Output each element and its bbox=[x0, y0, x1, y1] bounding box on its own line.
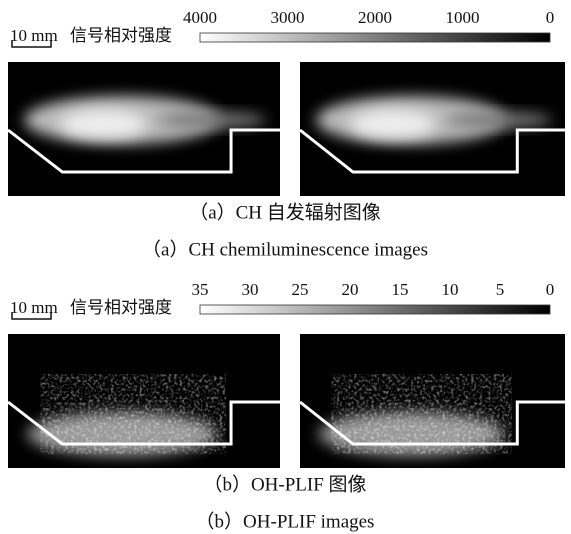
scale-bar bbox=[11, 40, 52, 48]
colorbar-tick-label: 1000 bbox=[446, 8, 480, 27]
caption-en: （b）OH-PLIF images bbox=[196, 510, 375, 532]
colorbar-tick-label: 3000 bbox=[271, 8, 305, 27]
scale-bar-label: 10 mm bbox=[10, 298, 58, 317]
flame-tail bbox=[157, 112, 267, 128]
colorbar-tick-label: 20 bbox=[342, 280, 359, 299]
colorbar-tick-label: 4000 bbox=[183, 8, 217, 27]
combustor-outline bbox=[299, 400, 565, 446]
colorbar bbox=[199, 32, 551, 43]
colorbar-tick-label: 35 bbox=[192, 280, 209, 299]
scale-bar bbox=[11, 312, 52, 320]
caption-en: （a）CH chemiluminescence images bbox=[142, 238, 428, 260]
flame-core bbox=[59, 110, 147, 138]
flame-image bbox=[7, 62, 280, 196]
combustor-outline bbox=[299, 128, 565, 174]
flame-image bbox=[299, 334, 565, 468]
colorbar-tick-label: 0 bbox=[546, 8, 555, 27]
colorbar-tick-label: 15 bbox=[392, 280, 409, 299]
combustor-outline bbox=[7, 128, 280, 174]
flame-core bbox=[350, 110, 436, 138]
flame-image bbox=[299, 62, 565, 196]
colorbar-label: 信号相对强度 bbox=[70, 298, 172, 317]
caption-cn: （b）OH-PLIF 图像 bbox=[203, 473, 366, 495]
flame-speckle bbox=[40, 374, 226, 454]
combustor-outline bbox=[7, 400, 280, 446]
colorbar-tick-label: 10 bbox=[442, 280, 459, 299]
flame-tail bbox=[445, 112, 552, 128]
colorbar-tick-label: 5 bbox=[496, 280, 505, 299]
colorbar-tick-label: 2000 bbox=[358, 8, 392, 27]
colorbar-tick-label: 30 bbox=[242, 280, 259, 299]
flame-speckle bbox=[331, 374, 512, 454]
colorbar-label: 信号相对强度 bbox=[70, 26, 172, 45]
flame-image bbox=[7, 334, 280, 468]
caption-cn: （a）CH 自发辐射图像 bbox=[189, 201, 381, 223]
colorbar-tick-label: 0 bbox=[546, 280, 555, 299]
scale-bar-label: 10 mm bbox=[10, 26, 58, 45]
colorbar-tick-label: 25 bbox=[292, 280, 309, 299]
colorbar bbox=[199, 304, 551, 315]
